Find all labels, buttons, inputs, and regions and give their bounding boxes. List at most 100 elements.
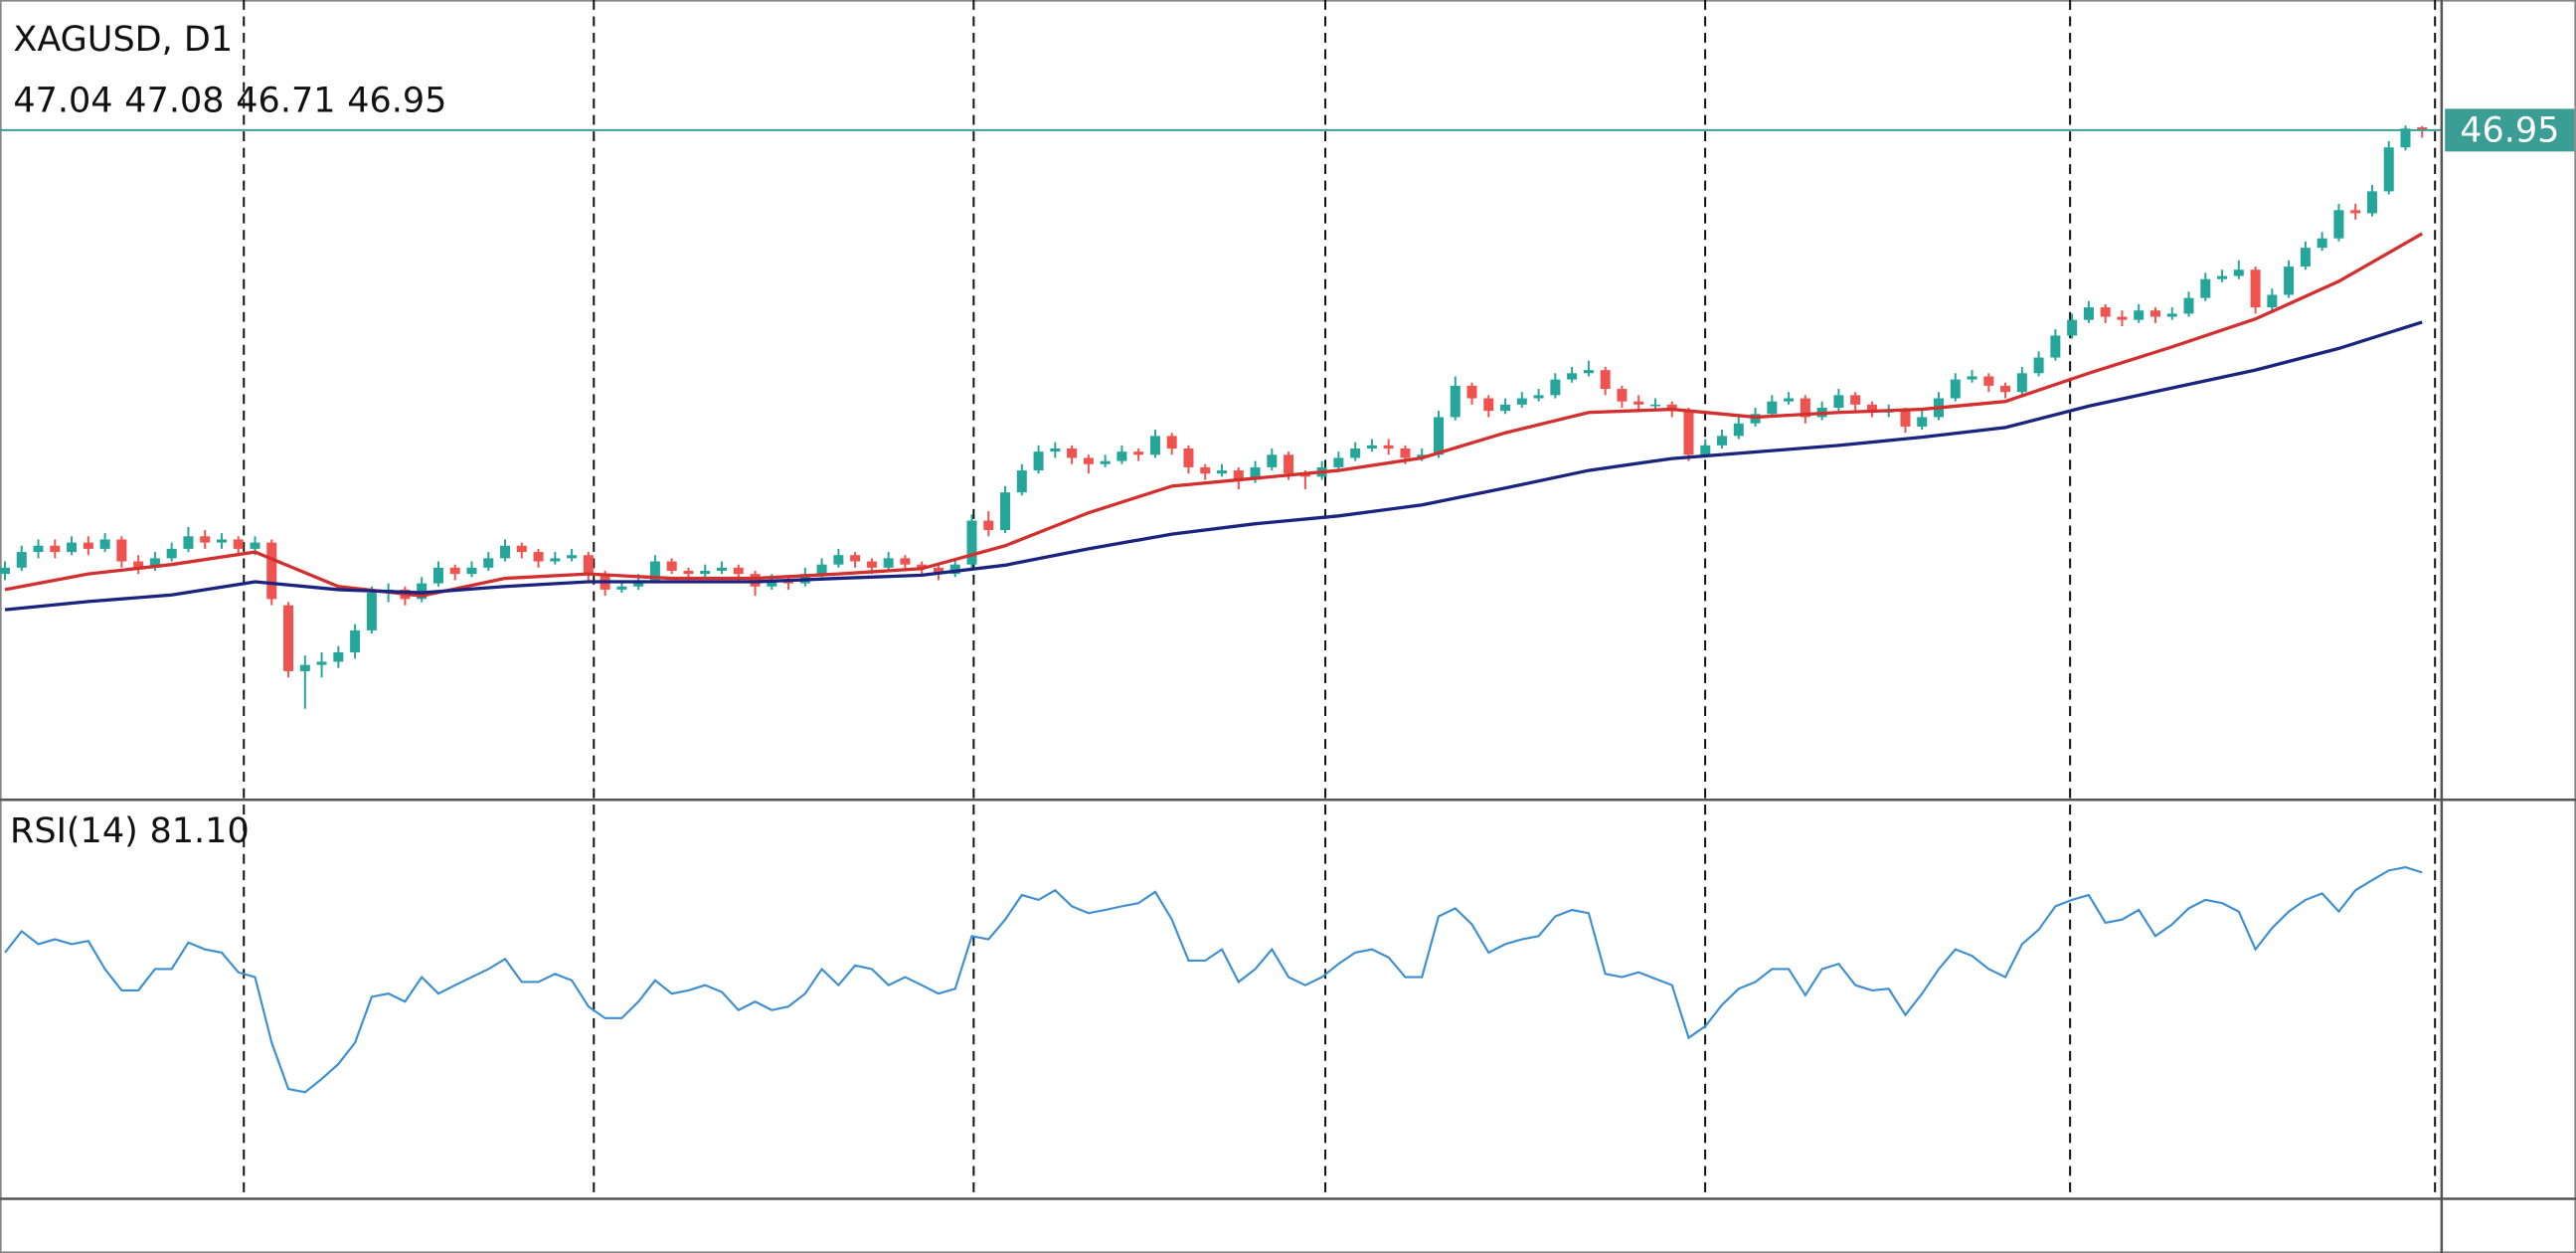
candle-body <box>1466 385 1477 399</box>
candle-body <box>133 561 144 568</box>
candle-body <box>917 564 928 568</box>
candle-body <box>2134 310 2145 320</box>
candle-body <box>1100 460 1111 464</box>
candle-body <box>50 545 61 553</box>
candle-body <box>2067 319 2078 336</box>
current-price-label: 46.95 <box>2460 111 2559 151</box>
candle-body <box>1433 417 1444 455</box>
candle-body <box>1050 448 1061 452</box>
indicator-value: 81.10 <box>149 811 249 851</box>
candle-body <box>866 561 877 568</box>
symbol-title: XAGUSD, D1 <box>13 20 233 60</box>
current-price-box <box>2445 108 2575 152</box>
candle-body <box>116 539 127 562</box>
candle-body <box>567 555 578 559</box>
candle-body <box>432 567 443 584</box>
candle-body <box>1600 370 1611 390</box>
candle-body <box>2016 373 2027 393</box>
candle-body <box>1284 454 1294 474</box>
candle-body <box>250 542 260 549</box>
candle-body <box>2284 267 2295 295</box>
candle-body <box>200 536 211 543</box>
candle-body <box>299 664 310 671</box>
candle-body <box>2183 297 2194 314</box>
candle-body <box>949 564 960 575</box>
candle-body <box>99 539 110 549</box>
candle-body <box>2217 275 2228 279</box>
candle-body <box>1016 470 1027 493</box>
candle-body <box>1583 370 1594 374</box>
candle-body <box>1617 389 1628 402</box>
candle-body <box>933 567 944 575</box>
candle-body <box>1250 466 1261 480</box>
candle-body <box>1900 411 1911 427</box>
candle-body <box>2149 310 2160 317</box>
candle-body <box>1967 376 1977 380</box>
candle-body <box>716 567 728 571</box>
candle-body <box>1116 451 1127 461</box>
candle-body <box>1983 376 1994 386</box>
candle-body <box>0 567 11 575</box>
candle-body <box>2300 248 2311 268</box>
candle-body <box>1067 448 1078 458</box>
candle-body <box>1000 492 1011 530</box>
candle-body <box>1917 417 1928 427</box>
candle-body <box>516 545 527 553</box>
rsi-line <box>4 866 2423 1094</box>
candle-body <box>1333 457 1344 467</box>
candle-body <box>816 564 827 575</box>
candle-body <box>500 545 511 559</box>
candle-body <box>1133 451 1144 455</box>
candle-body <box>1516 398 1527 405</box>
candle-body <box>1533 395 1544 399</box>
candle-body <box>1649 404 1660 407</box>
candle-body <box>983 520 994 530</box>
candle-body <box>166 548 177 559</box>
candle-body <box>1350 448 1361 458</box>
candle-body <box>2333 210 2344 239</box>
candle-body <box>1683 411 1694 455</box>
moving-average <box>4 232 2424 598</box>
candle-body <box>533 552 544 562</box>
candle-body <box>966 520 977 565</box>
candle-body <box>2117 316 2128 320</box>
candle-body <box>2166 313 2177 317</box>
candle-body <box>2233 269 2244 276</box>
high-value: 47.08 <box>124 81 224 120</box>
candle-body <box>2050 335 2061 358</box>
candle-body <box>1483 398 1494 412</box>
candle-body <box>16 552 27 568</box>
candle-body <box>283 605 294 671</box>
candle-body <box>1083 457 1094 464</box>
candle-body <box>350 629 361 652</box>
marks <box>0 125 2442 1094</box>
candle-body <box>1200 466 1211 474</box>
candle-body <box>2417 127 2428 130</box>
candle-body <box>2267 294 2278 308</box>
candle-body <box>616 586 627 590</box>
candle-body <box>1567 373 1578 380</box>
candle-body <box>2383 147 2394 192</box>
candle-body <box>1633 401 1644 405</box>
candle-body <box>2350 210 2361 214</box>
candle-body <box>666 561 677 571</box>
close-value: 46.95 <box>347 81 446 120</box>
candle-body <box>449 567 460 575</box>
candle-body <box>1550 379 1561 396</box>
candle-body <box>1267 454 1278 467</box>
candle-body <box>483 558 494 568</box>
candle-body <box>2400 128 2411 148</box>
candle-body <box>2033 357 2044 374</box>
candle-body <box>67 542 78 553</box>
candle-body <box>2317 238 2327 249</box>
candle-body <box>183 536 194 549</box>
candle-body <box>1717 436 1728 446</box>
candle-body <box>1400 448 1411 458</box>
candle-body <box>1866 404 1877 412</box>
open-value: 47.04 <box>13 81 112 120</box>
candle-body <box>1149 436 1160 455</box>
candle-body <box>1833 395 1844 408</box>
candle-body <box>767 580 777 587</box>
